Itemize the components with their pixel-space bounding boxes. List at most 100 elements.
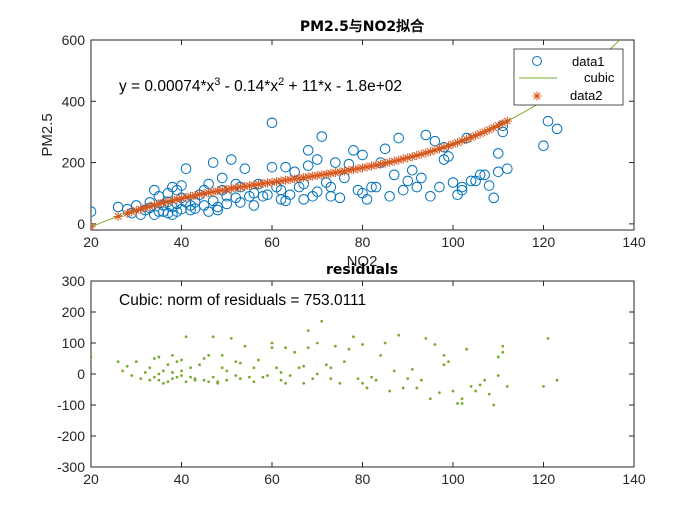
data1-point <box>311 186 323 197</box>
residual-point <box>116 360 120 363</box>
residual-point <box>370 375 373 379</box>
residual-point <box>302 364 306 368</box>
residuals-x-tick-label: 140 <box>622 471 646 487</box>
data1-point <box>221 198 233 210</box>
data1-point <box>479 169 490 181</box>
fit-y-tick-label: 400 <box>62 93 86 109</box>
data1-point <box>248 200 260 211</box>
data2-point <box>226 184 236 194</box>
residual-point <box>134 360 138 363</box>
data1-point <box>212 204 223 216</box>
data2-point <box>502 116 512 126</box>
residual-point <box>211 375 215 379</box>
fit-x-tick-label: 100 <box>441 234 465 250</box>
data1-point <box>280 161 291 173</box>
data1-point <box>348 145 359 156</box>
residuals-norm-annotation: Cubic: norm of residuals = 753.0111 <box>119 292 366 309</box>
residual-point <box>311 377 315 381</box>
residual-point <box>261 375 265 379</box>
residual-point <box>496 374 500 377</box>
residual-point <box>270 341 274 345</box>
residual-point <box>175 375 179 379</box>
residual-point <box>202 378 206 382</box>
residual-point <box>406 377 410 381</box>
data1-point <box>379 143 391 155</box>
residual-point <box>428 397 432 401</box>
residual-point <box>207 354 211 357</box>
residuals-x-tick-label: 20 <box>83 471 99 487</box>
residual-point <box>184 380 188 384</box>
data2-point <box>498 118 508 128</box>
residual-point <box>189 375 192 379</box>
data2-point <box>412 150 422 160</box>
residual-point <box>379 354 382 357</box>
residual-point <box>166 380 170 384</box>
data2-point <box>140 203 150 213</box>
data1-point <box>325 181 337 193</box>
data2-point <box>258 179 268 189</box>
fit-x-tick-label: 80 <box>355 234 371 250</box>
residual-point <box>234 360 238 363</box>
legend-data2-marker <box>532 91 542 101</box>
residual-point <box>555 378 559 382</box>
residuals-y-tick-label: 200 <box>62 304 86 320</box>
residuals-x-tick-label: 80 <box>355 471 371 487</box>
data2-point <box>367 161 377 171</box>
data1-point <box>416 172 427 184</box>
data1-point <box>456 181 468 193</box>
data1-point <box>465 175 477 187</box>
data1-point <box>302 145 314 156</box>
residual-point <box>338 381 342 385</box>
residual-point <box>180 369 183 373</box>
residual-point <box>546 336 550 340</box>
residual-point <box>438 391 441 394</box>
data1-point <box>302 160 314 171</box>
residual-point <box>487 392 491 396</box>
residual-point <box>171 371 174 374</box>
residual-point <box>352 335 355 339</box>
residual-point <box>238 377 242 381</box>
residuals-y-tick-label: 300 <box>62 273 86 289</box>
fit-equation-annotation: y = 0.00074*x3 - 0.14*x2 + 11*x - 1.8e+0… <box>119 76 402 95</box>
residual-point <box>501 350 505 354</box>
data1-point <box>434 181 445 193</box>
data1-point <box>266 161 278 173</box>
fit-y-tick-label: 200 <box>62 155 86 171</box>
data2-point <box>281 175 291 185</box>
residual-point <box>392 369 396 373</box>
data1-point <box>262 189 273 201</box>
residual-point <box>198 363 202 367</box>
data1-point <box>357 149 368 161</box>
data1-point <box>257 190 269 202</box>
residual-point <box>279 371 283 374</box>
legend-cubic-label: cubic <box>584 70 615 85</box>
residual-point <box>225 378 229 382</box>
data1-point <box>384 190 395 202</box>
residual-point <box>324 363 328 367</box>
data2-point <box>276 176 286 186</box>
residual-point <box>171 354 174 357</box>
residual-point <box>171 377 174 381</box>
data1-point <box>334 192 346 204</box>
residuals-x-tick-label: 100 <box>441 471 465 487</box>
residual-point <box>288 374 292 377</box>
data1-point <box>361 194 373 205</box>
residual-point <box>143 371 147 374</box>
data2-series <box>91 86 562 230</box>
residual-point <box>419 378 423 382</box>
data1-point <box>185 204 196 216</box>
fit-x-tick-label: 140 <box>622 234 646 250</box>
data2-point <box>290 174 300 184</box>
data1-point <box>239 163 251 175</box>
residual-point <box>451 389 455 393</box>
data1-point <box>456 184 468 196</box>
fit-plot-title: PM2.5与NO2拟合 <box>300 18 425 35</box>
residual-point <box>361 343 364 346</box>
residuals-axes: 20 40 60 80 100 120 140-300-200-1000100200300 … <box>57 262 646 487</box>
residual-point <box>442 363 446 367</box>
residuals-plot-title: residuals <box>326 262 398 278</box>
data1-point <box>502 163 513 175</box>
residual-point <box>465 347 468 351</box>
residual-point <box>266 374 269 377</box>
data1-point <box>370 181 382 193</box>
